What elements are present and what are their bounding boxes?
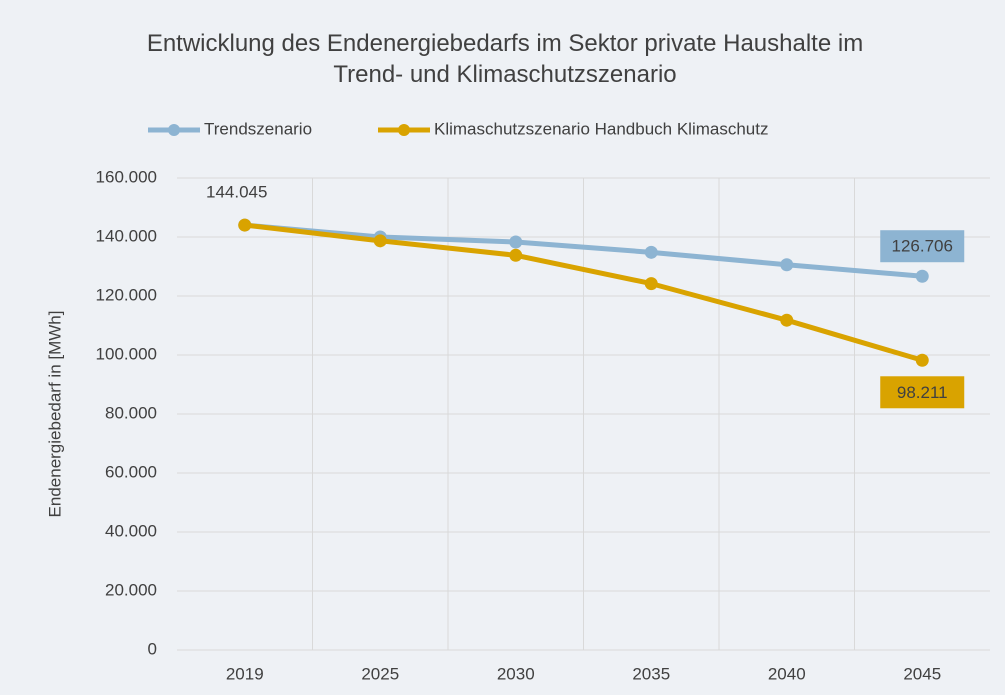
x-tick-label: 2040 — [768, 664, 806, 683]
x-tick-label: 2025 — [361, 664, 399, 683]
series-line — [244, 222, 923, 363]
x-tick-label: 2045 — [903, 664, 941, 683]
point — [644, 245, 658, 259]
point — [780, 258, 794, 272]
legend-label: Klimaschutzszenario Handbuch Klimaschutz — [434, 119, 769, 138]
legend-marker — [398, 124, 410, 136]
y-tick-label: 160.000 — [96, 167, 157, 186]
legend-marker — [168, 124, 180, 136]
y-tick-label: 0 — [148, 639, 157, 658]
x-tick-label: 2035 — [632, 664, 670, 683]
series-line — [244, 222, 923, 279]
point — [238, 218, 252, 232]
y-tick-label: 140.000 — [96, 226, 157, 245]
y-tick-label: 20.000 — [105, 580, 157, 599]
data-label: 144.045 — [206, 183, 267, 202]
data-label-box — [880, 376, 965, 409]
x-tick-label: 2019 — [226, 664, 264, 683]
data-label: 126.706 — [892, 237, 953, 256]
point — [915, 353, 929, 367]
point — [509, 235, 523, 249]
data-label-box — [880, 230, 965, 263]
y-tick-label: 120.000 — [96, 285, 157, 304]
point — [509, 248, 523, 262]
y-tick-label: 80.000 — [105, 403, 157, 422]
y-tick-label: 40.000 — [105, 521, 157, 540]
point — [915, 269, 929, 283]
y-tick-label: 60.000 — [105, 462, 157, 481]
legend-label: Trendszenario — [204, 119, 312, 138]
y-axis-label: Endenergiebedarf in [MWh] — [45, 311, 64, 518]
y-tick-label: 100.000 — [96, 344, 157, 363]
point — [780, 313, 794, 327]
data-label: 98.211 — [897, 383, 948, 402]
point — [644, 277, 658, 291]
chart-title: Entwicklung des Endenergiebedarfs im Sek… — [146, 30, 864, 88]
point — [373, 234, 387, 248]
x-tick-label: 2030 — [497, 664, 535, 683]
